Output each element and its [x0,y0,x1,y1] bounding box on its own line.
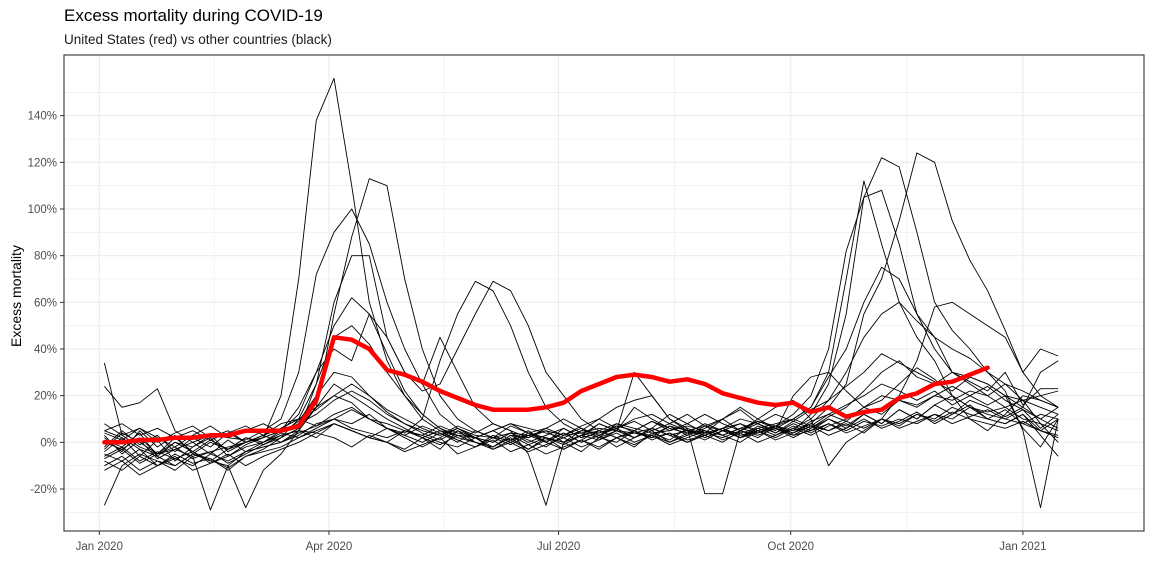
axes: Jan 2020 Apr 2020 Jul 2020 Oct 2020 Jan 2021… [28,111,1047,553]
y-tick-label: 80% [34,251,57,263]
country-series-line [104,152,1059,509]
country-series-line [104,180,1059,443]
y-tick-label: 60% [34,297,57,309]
x-tick-label: Jan 2020 [76,541,123,553]
y-tick-label: -20% [30,484,57,496]
x-tick-label: Jan 2021 [999,541,1046,553]
x-tick-label: Oct 2020 [767,541,814,553]
us-series-group [102,335,990,445]
country-series-line [104,411,1059,471]
y-tick-label: 140% [28,111,57,123]
chart-title: Excess mortality during COVID-19 [64,6,323,25]
chart-subtitle: United States (red) vs other countries (… [64,32,332,47]
y-tick-label: 40% [34,344,57,356]
grid-lines [64,55,1144,531]
panel-border [63,54,1145,532]
x-tick-label: Jul 2020 [537,541,580,553]
country-series-line [104,301,1059,506]
country-series-group [103,77,1059,511]
us-series-line [102,335,990,445]
y-tick-label: 0% [40,437,57,449]
country-series-line [104,395,1059,450]
x-tick-label: Apr 2020 [306,541,353,553]
y-tick-label: 20% [34,391,57,403]
country-series-line [104,409,1059,467]
country-series-line [104,297,1059,462]
y-tick-label: 120% [28,157,57,169]
country-series-line [104,404,1059,462]
y-tick-label: 100% [28,204,57,216]
country-series-line [104,266,1059,471]
